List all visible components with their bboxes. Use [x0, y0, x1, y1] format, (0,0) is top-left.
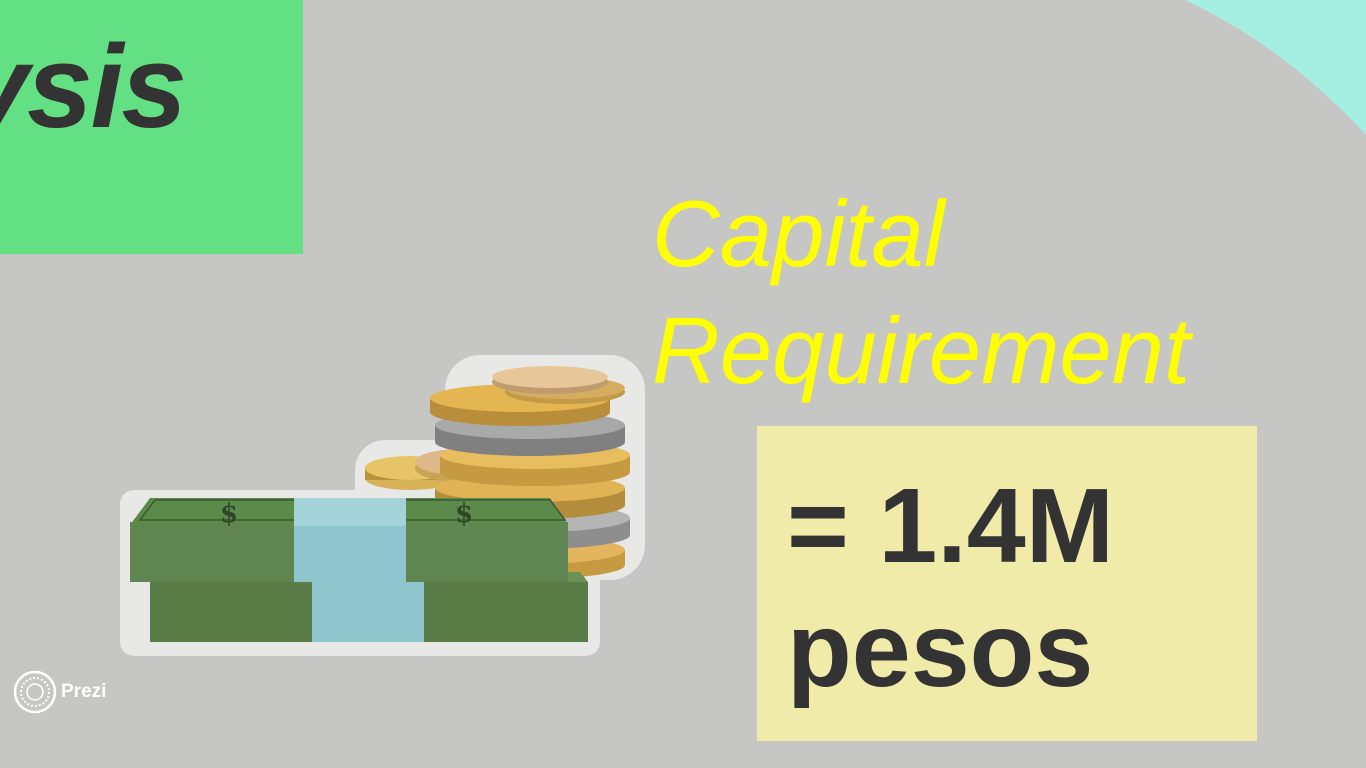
- capital-value-box: = 1.4M pesos: [757, 426, 1257, 741]
- heading-line-2: Requirement: [652, 298, 1191, 403]
- prezi-logo-icon: [13, 670, 57, 714]
- title-panel: ysis: [0, 0, 303, 254]
- heading-line-1: Capital: [652, 181, 945, 286]
- slide-title: ysis: [0, 21, 187, 153]
- value-line-2: pesos: [787, 591, 1094, 709]
- prezi-logo: Prezi: [13, 670, 106, 714]
- value-line-1: = 1.4M: [787, 467, 1115, 585]
- svg-text:$: $: [455, 499, 473, 529]
- prezi-logo-text: Prezi: [61, 681, 107, 702]
- svg-text:$: $: [220, 499, 238, 529]
- capital-requirement-heading: Capital Requirement: [652, 175, 1352, 409]
- money-stack-and-coins-icon: $ $: [120, 355, 645, 656]
- capital-value: = 1.4M pesos: [787, 464, 1114, 712]
